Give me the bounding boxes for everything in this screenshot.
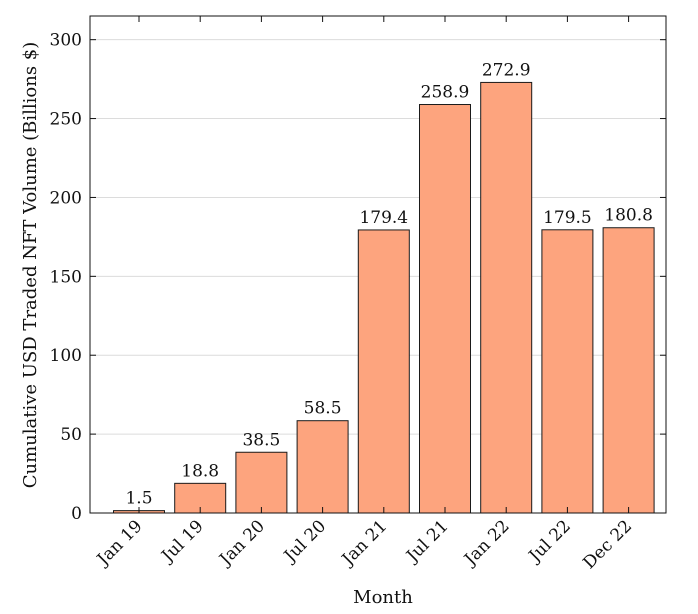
y-axis-label: Cumulative USD Traded NFT Volume (Billio… xyxy=(20,42,41,489)
x-tick-label: Jul 20 xyxy=(279,516,330,567)
x-tick-label: Jul 21 xyxy=(401,516,452,567)
y-tick-label: 0 xyxy=(71,504,82,524)
data-label: 180.8 xyxy=(604,206,653,226)
data-label: 272.9 xyxy=(482,60,531,80)
bar xyxy=(357,229,410,514)
x-tick-label: Jan 19 xyxy=(92,516,146,570)
data-label: 1.5 xyxy=(125,489,152,509)
x-tick-label: Jan 21 xyxy=(337,516,391,570)
y-tick-label: 300 xyxy=(50,31,82,51)
x-tick-label: Jul 19 xyxy=(157,516,208,567)
data-label: 179.5 xyxy=(543,208,592,228)
x-tick-label: Dec 22 xyxy=(579,516,636,573)
bar-layer xyxy=(113,81,655,514)
x-tick-label: Jan 20 xyxy=(215,516,269,570)
y-tick-label: 100 xyxy=(50,346,82,366)
data-label: 18.8 xyxy=(181,461,219,481)
y-tick-label: 200 xyxy=(50,188,82,208)
x-axis-label: Month xyxy=(353,587,413,608)
data-label: 258.9 xyxy=(421,83,470,103)
data-label: 38.5 xyxy=(242,430,280,450)
bar xyxy=(602,227,655,514)
data-label: 58.5 xyxy=(304,399,342,419)
data-label: 179.4 xyxy=(359,208,408,228)
x-tick-label: Jul 22 xyxy=(524,516,575,567)
data-label-layer: 1.5 18.8 38.5 58.5 179.4 258.9 272.9 179.5 180.8 xyxy=(125,60,652,508)
bar xyxy=(541,229,594,514)
y-tick-label: 250 xyxy=(50,110,82,130)
y-tick-label: 150 xyxy=(50,267,82,287)
y-tick-label: 50 xyxy=(60,425,82,445)
bar xyxy=(480,81,533,514)
bar xyxy=(296,420,349,514)
x-tick-label: Jan 22 xyxy=(459,516,513,570)
bar xyxy=(419,104,471,514)
bar xyxy=(235,451,288,514)
plot-frame xyxy=(89,15,667,514)
